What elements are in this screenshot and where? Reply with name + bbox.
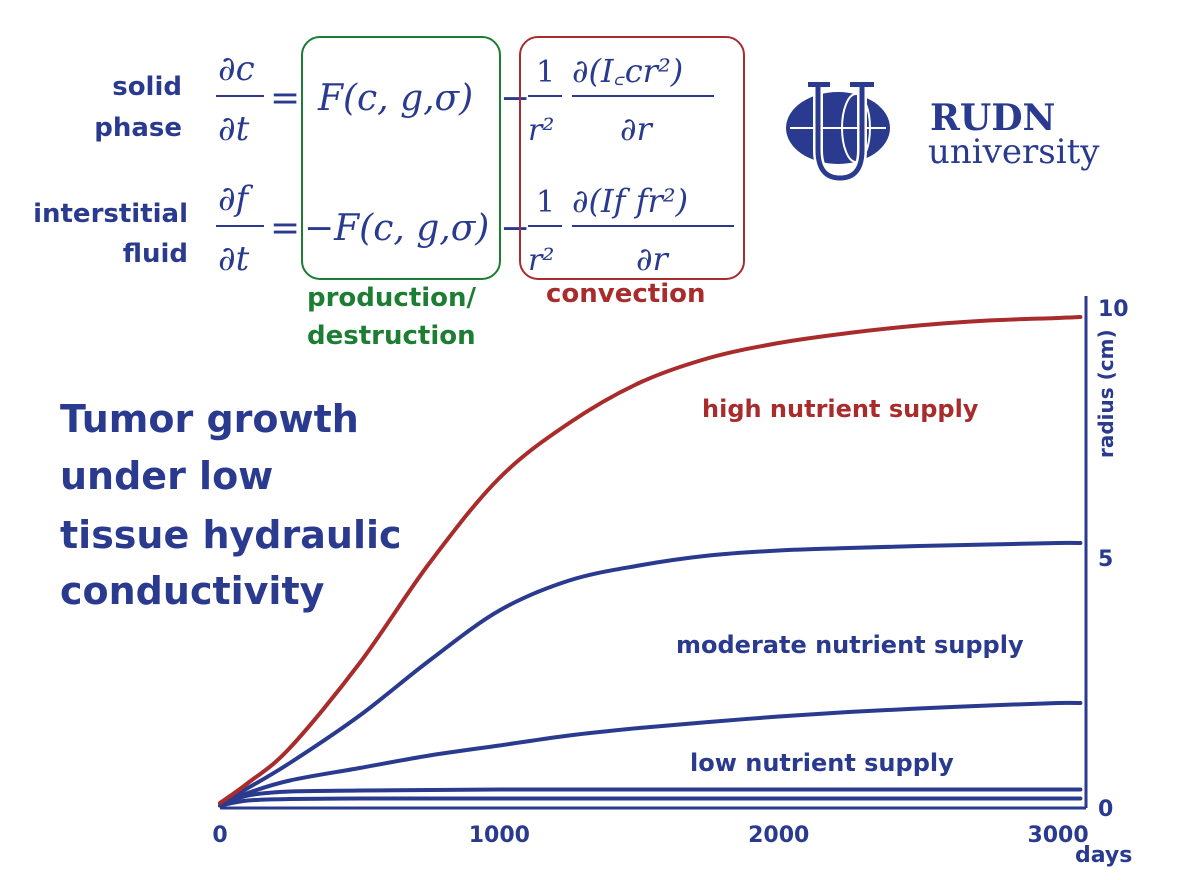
- series-line-3: [218, 787, 1083, 808]
- series-line-0: [218, 315, 1083, 805]
- svg-text:∂c: ∂c: [218, 49, 255, 89]
- series-label-high: high nutrient supply: [702, 395, 979, 423]
- svg-text:F(c, g,σ): F(c, g,σ): [317, 78, 473, 119]
- svg-text:∂(I𝑓 fr²): ∂(I𝑓 fr²): [572, 182, 688, 220]
- equation-interstitial-fluid: ∂f ∂t = −F(c, g,σ) − 1 r² ∂(I𝑓 fr²) ∂r: [216, 179, 734, 279]
- convection-label: convection: [546, 279, 706, 309]
- svg-text:−: −: [500, 208, 530, 249]
- fluid-label: fluid: [123, 239, 188, 269]
- svg-text:∂t: ∂t: [218, 109, 250, 149]
- growth-chart: 0 1000 2000 3000 0 5 10 days radius (cm) high …: [212, 296, 1132, 868]
- svg-text:r²: r²: [528, 243, 554, 278]
- logo-name: RUDN: [930, 97, 1055, 139]
- heading-line-1: Tumor growth: [60, 397, 359, 441]
- svg-text:∂f: ∂f: [218, 179, 254, 219]
- y-axis-label: radius (cm): [1094, 329, 1118, 458]
- x-tick-label: 2000: [748, 823, 809, 848]
- svg-text:1: 1: [536, 55, 555, 90]
- y-tick-label: 10: [1098, 297, 1129, 322]
- series-line-1: [218, 540, 1083, 805]
- svg-text:−: −: [500, 78, 530, 119]
- solid-label: solid: [112, 72, 182, 102]
- y-tick-label: 5: [1098, 547, 1113, 572]
- x-axis-label: days: [1075, 843, 1132, 868]
- series-line-4: [218, 796, 1083, 808]
- svg-text:=: =: [270, 78, 300, 119]
- production-box: [301, 36, 501, 280]
- svg-text:−F(c, g,σ): −F(c, g,σ): [304, 208, 489, 249]
- x-tick-label: 0: [212, 823, 227, 848]
- heading-line-3: tissue hydraulic: [60, 513, 402, 557]
- x-tick-label: 3000: [1027, 823, 1088, 848]
- interstitial-label: interstitial: [33, 199, 188, 229]
- svg-text:1: 1: [536, 185, 555, 220]
- x-tick-label: 1000: [469, 823, 530, 848]
- production-label: production/: [307, 283, 477, 313]
- logo-subtitle: university: [928, 132, 1100, 172]
- destruction-label: destruction: [307, 321, 476, 351]
- series-line-2: [218, 700, 1083, 808]
- svg-text:∂t: ∂t: [218, 239, 250, 279]
- svg-text:∂(I꜀cr²): ∂(I꜀cr²): [572, 52, 683, 90]
- heading-line-2: under low: [60, 454, 273, 498]
- svg-text:∂r: ∂r: [620, 110, 654, 148]
- svg-text:∂r: ∂r: [636, 240, 670, 278]
- y-tick-label: 0: [1098, 797, 1113, 822]
- series-label-low: low nutrient supply: [690, 749, 954, 777]
- phase-label: phase: [94, 113, 182, 143]
- svg-text:=: =: [270, 208, 300, 249]
- equation-solid-phase: ∂c ∂t = F(c, g,σ) − 1 r² ∂(I꜀cr²) ∂r: [216, 49, 714, 149]
- convection-box: [519, 36, 745, 280]
- svg-text:r²: r²: [528, 113, 554, 148]
- heading-line-4: conductivity: [60, 569, 325, 613]
- rudn-logo: [786, 82, 890, 184]
- series-label-moderate: moderate nutrient supply: [676, 631, 1024, 659]
